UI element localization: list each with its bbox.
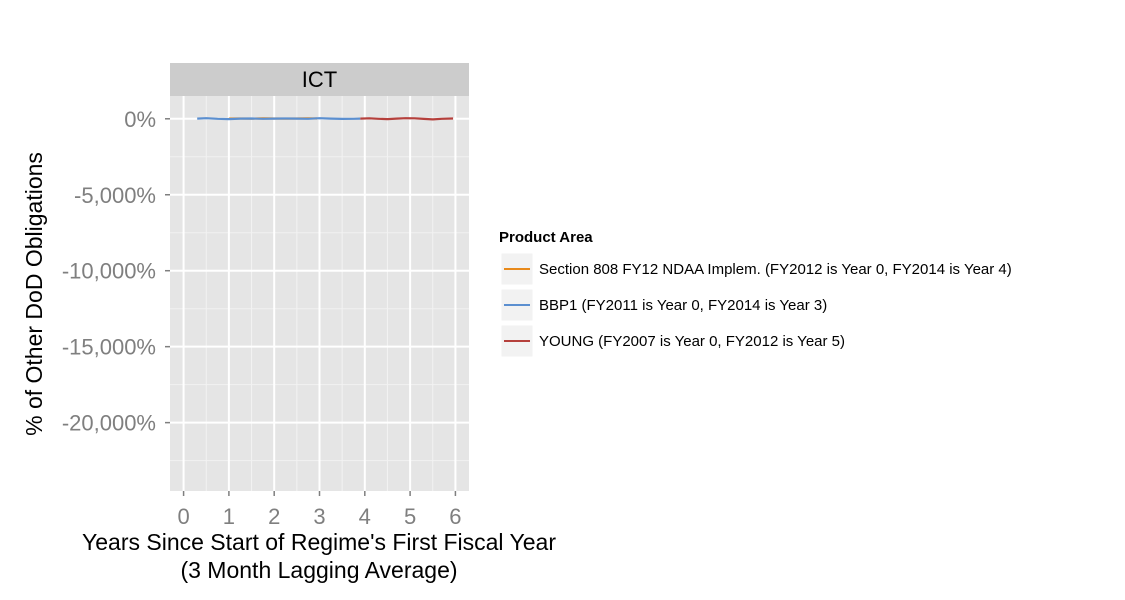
legend-label-1: Section 808 FY12 NDAA Implem. (FY2012 is…	[539, 261, 1012, 278]
x-tick-label: 3	[313, 504, 325, 529]
x-axis-title: Years Since Start of Regime's First Fisc…	[82, 529, 556, 555]
x-tick-label: 0	[177, 504, 189, 529]
series-line-2	[197, 117, 361, 121]
y-axis: 0% -5,000% -10,000% -15,000% -20,000%	[62, 107, 170, 436]
y-axis-title: % of Other DoD Obligations	[21, 152, 47, 436]
x-tick-label: 2	[268, 504, 280, 529]
legend-title: Product Area	[499, 229, 593, 246]
x-tick-label: 1	[223, 504, 235, 529]
x-tick-label: 6	[449, 504, 461, 529]
y-tick-label: -10,000%	[62, 259, 156, 284]
panel-strip	[170, 63, 469, 96]
series-layer	[197, 117, 454, 121]
x-axis: 0 1 2 3 4 5 6	[177, 491, 462, 529]
y-tick-label: -20,000%	[62, 411, 156, 436]
x-tick-label: 4	[359, 504, 371, 529]
panel-title: ICT	[302, 67, 337, 92]
y-tick-label: -5,000%	[74, 183, 156, 208]
x-axis-title-line2: (3 Month Lagging Average)	[180, 557, 457, 583]
y-tick-label: -15,000%	[62, 335, 156, 360]
legend-label-2: BBP1 (FY2011 is Year 0, FY2014 is Year 3…	[539, 297, 827, 314]
legend-label-3: YOUNG (FY2007 is Year 0, FY2012 is Year …	[539, 333, 845, 350]
x-tick-label: 5	[404, 504, 416, 529]
y-tick-label: 0%	[124, 107, 156, 132]
series-line-3	[360, 117, 454, 121]
legend: Section 808 FY12 NDAA Implem. (FY2012 is…	[500, 252, 1012, 358]
